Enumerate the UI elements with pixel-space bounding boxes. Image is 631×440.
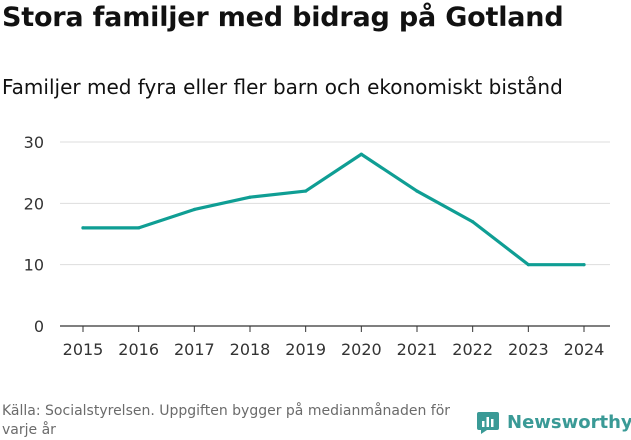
x-tick-label: 2015 — [63, 340, 104, 359]
x-tick-label: 2022 — [452, 340, 493, 359]
x-tick-label: 2019 — [285, 340, 326, 359]
data-point — [304, 189, 308, 193]
source-note: Källa: Socialstyrelsen. Uppgiften bygger… — [2, 403, 451, 438]
data-point — [526, 263, 530, 267]
brand-logo: Newsworthy — [476, 410, 631, 434]
brand-name: Newsworthy — [507, 411, 631, 433]
data-point — [415, 189, 419, 193]
y-tick-label: 30 — [24, 133, 44, 152]
x-tick-label: 2023 — [508, 340, 549, 359]
y-tick-label: 10 — [24, 256, 44, 275]
y-tick-label: 20 — [24, 194, 44, 213]
data-point — [137, 226, 141, 230]
x-tick-label: 2016 — [118, 340, 159, 359]
data-point — [359, 152, 363, 156]
x-tick-label: 2017 — [174, 340, 215, 359]
chart-subtitle: Familjer med fyra eller fler barn och ek… — [2, 75, 563, 99]
y-tick-label: 0 — [34, 317, 44, 336]
newsworthy-chart-icon — [477, 412, 499, 434]
data-point — [192, 207, 196, 212]
chart-title: Stora familjer med bidrag på Gotland — [2, 2, 564, 33]
x-tick-label: 2024 — [564, 340, 605, 359]
data-point — [471, 220, 475, 224]
x-tick-label: 2020 — [341, 340, 382, 359]
x-tick-label: 2018 — [230, 340, 271, 359]
data-point — [248, 195, 252, 199]
x-tick-label: 2021 — [397, 340, 438, 359]
series-line — [81, 152, 586, 267]
data-point — [582, 263, 586, 267]
data-point — [81, 226, 85, 230]
